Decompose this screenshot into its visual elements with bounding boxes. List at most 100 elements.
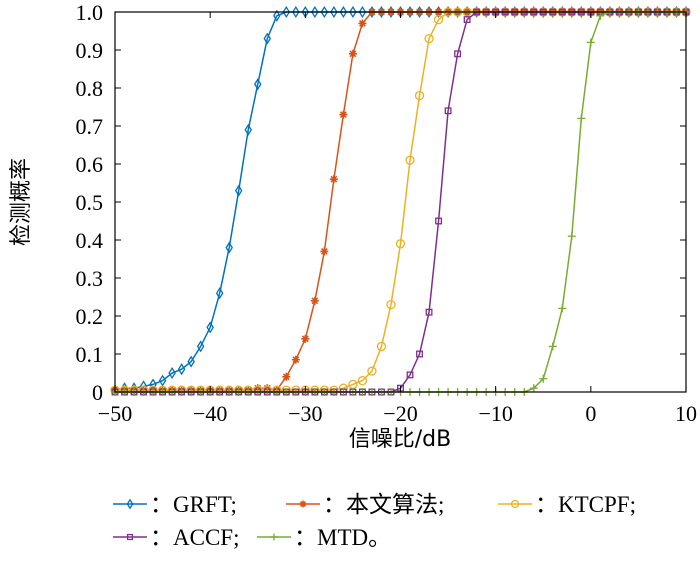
square-marker xyxy=(126,533,134,541)
asterisk-marker xyxy=(292,356,300,364)
data-point xyxy=(529,384,538,393)
x-tick-label: −20 xyxy=(383,401,417,426)
diamond-marker xyxy=(196,340,205,353)
series-line xyxy=(115,11,686,391)
legend-asterisk-icon xyxy=(299,500,307,508)
diamond-marker xyxy=(273,9,281,22)
legend-square-icon xyxy=(126,533,134,541)
axes: −50 −40 −30 −20 −10 0 10 0 0.1 0.2 0.3 0.4 0.5 0.6 0.7… xyxy=(76,0,698,426)
y-tick-label: 0.6 xyxy=(76,152,104,177)
data-point xyxy=(196,340,205,353)
y-axis-title: 检测概率 xyxy=(9,158,34,246)
data-point xyxy=(291,355,300,364)
data-point xyxy=(358,5,367,19)
series-diamond xyxy=(111,5,690,397)
data-point xyxy=(596,11,605,20)
data-point xyxy=(349,5,357,19)
square-marker xyxy=(463,16,471,24)
data-point xyxy=(320,247,329,256)
data-point xyxy=(282,5,291,19)
y-tick-label: 0.1 xyxy=(76,342,104,367)
diamond-marker xyxy=(358,5,367,19)
data-point xyxy=(406,371,414,379)
legend-item: ：本文算法; xyxy=(286,492,444,517)
data-point xyxy=(567,232,576,241)
data-point xyxy=(444,107,452,115)
circle-marker xyxy=(510,499,520,509)
data-point xyxy=(168,366,176,380)
data-point xyxy=(548,342,557,351)
data-point xyxy=(310,296,319,305)
legend-label: ：本文算法; xyxy=(323,492,444,517)
diamond-marker xyxy=(349,5,357,19)
circle-marker xyxy=(424,33,434,44)
data-point xyxy=(425,308,433,316)
circle-marker xyxy=(357,375,368,386)
data-point xyxy=(558,304,567,313)
legend-label: ：MTD。 xyxy=(294,525,391,550)
legend-label: ：GRFT; xyxy=(150,492,237,517)
data-point xyxy=(577,114,586,123)
x-tick-label: 0 xyxy=(585,401,596,426)
data-point xyxy=(405,155,415,165)
legend-circle-icon xyxy=(510,499,520,509)
square-marker xyxy=(444,107,452,115)
diamond-marker xyxy=(187,355,195,368)
diamond-marker xyxy=(158,374,167,387)
y-tick-label: 0.7 xyxy=(76,114,104,139)
circle-marker xyxy=(395,239,406,249)
data-point xyxy=(424,33,434,44)
data-point xyxy=(539,374,548,383)
asterisk-marker xyxy=(340,111,347,118)
diamond-marker xyxy=(253,78,262,91)
data-point xyxy=(414,90,425,101)
y-tick-label: 0.2 xyxy=(76,304,104,329)
data-point xyxy=(320,5,329,19)
data-point xyxy=(395,239,406,249)
data-point xyxy=(339,5,348,19)
data-point xyxy=(367,366,377,376)
series-plus xyxy=(111,8,690,396)
data-point xyxy=(177,363,186,376)
data-point xyxy=(292,5,300,19)
diamond-marker xyxy=(215,287,224,300)
x-axis-title: 信噪比/dB xyxy=(349,427,451,452)
data-point xyxy=(433,14,444,25)
diamond-marker xyxy=(225,241,233,254)
series-line xyxy=(114,11,686,391)
y-tick-label: 0.4 xyxy=(76,228,104,253)
square-marker xyxy=(435,217,443,225)
legend-item: ：ACCF; xyxy=(113,525,239,550)
data-point xyxy=(435,217,443,225)
diamond-marker xyxy=(177,363,186,376)
legend-item: ：KTCPF; xyxy=(498,492,636,517)
legend-label: ：KTCPF; xyxy=(535,492,636,517)
asterisk-marker xyxy=(330,175,338,183)
diamond-marker xyxy=(126,498,134,510)
asterisk-marker xyxy=(282,373,290,381)
plot-frame xyxy=(114,11,687,393)
data-point xyxy=(586,38,595,47)
asterisk-marker xyxy=(311,297,319,305)
y-tick-label: 1.0 xyxy=(76,0,104,25)
data-point xyxy=(301,334,310,343)
legend-item: ：GRFT; xyxy=(113,492,237,517)
circle-marker xyxy=(433,14,444,25)
data-point xyxy=(463,16,471,24)
data-point xyxy=(454,50,462,58)
data-point xyxy=(158,374,167,387)
data-point xyxy=(225,241,233,254)
y-tick-label: 0.9 xyxy=(76,38,104,63)
circle-marker xyxy=(405,155,415,165)
circle-marker xyxy=(414,90,425,101)
series-line xyxy=(115,11,686,393)
data-point xyxy=(282,372,291,381)
diamond-marker xyxy=(339,5,348,19)
series-asterisk xyxy=(111,8,690,395)
legend-plus-icon xyxy=(270,533,278,541)
square-marker xyxy=(416,350,423,358)
square-marker xyxy=(425,308,433,316)
data-point xyxy=(234,184,243,197)
series-line xyxy=(115,11,686,391)
series-line xyxy=(115,11,686,393)
